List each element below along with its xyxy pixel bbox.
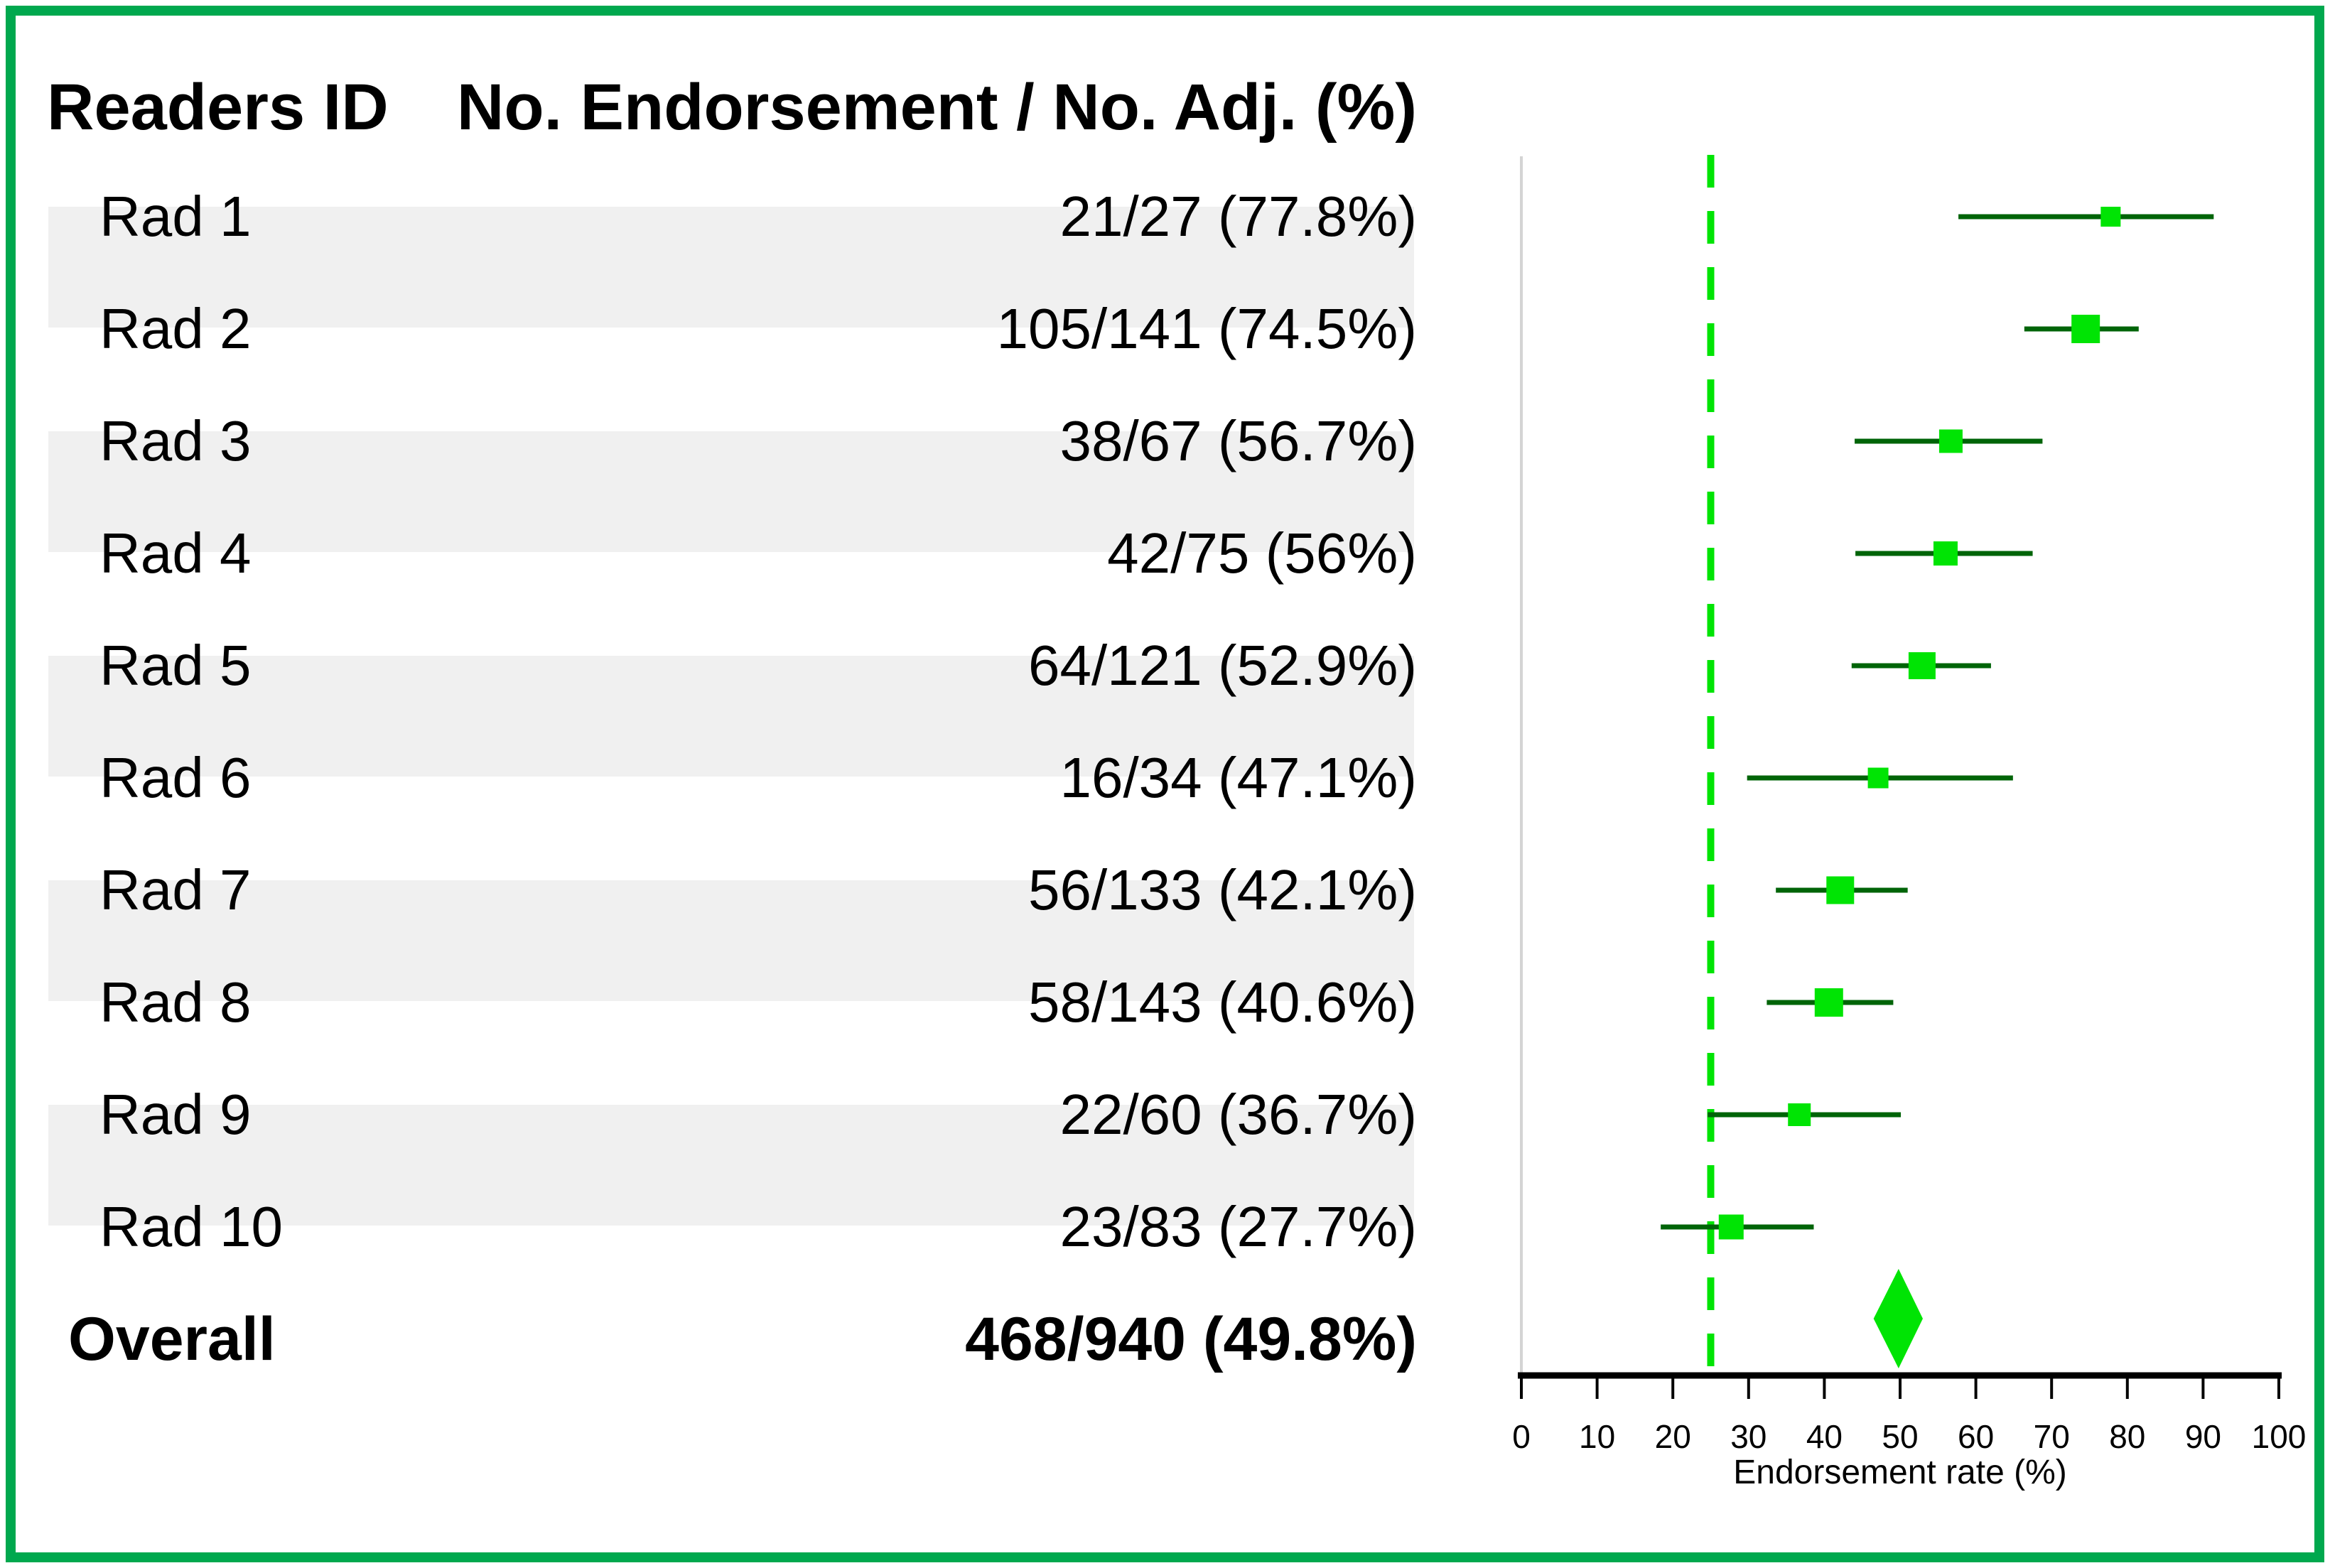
x-tick-label: 0	[1512, 1418, 1531, 1455]
reader-id-label: Rad 7	[99, 858, 252, 921]
point-estimate-marker	[2100, 207, 2121, 227]
x-tick-label: 10	[1579, 1418, 1615, 1455]
reader-id-label: Rad 9	[99, 1083, 252, 1146]
x-tick-label: 80	[2109, 1418, 2145, 1455]
row-stripe	[48, 880, 1414, 1001]
reader-id-label: Rad 8	[99, 970, 252, 1034]
endorsement-value: 105/141 (74.5%)	[996, 297, 1417, 360]
point-estimate-marker	[1826, 876, 1855, 904]
table-row: Rad 4 42/75 (56%)	[47, 514, 1417, 593]
table-row: Rad 7 56/133 (42.1%)	[47, 850, 1417, 930]
reader-id-label: Rad 1	[99, 185, 252, 248]
reader-id-label: Rad 3	[99, 409, 252, 472]
reader-id-label: Rad 6	[99, 746, 252, 809]
table-row: Rad 1 21/27 (77.8%)	[47, 177, 1417, 256]
table-row: Rad 9 22/60 (36.7%)	[47, 1075, 1417, 1155]
point-estimate-marker	[1908, 652, 1936, 679]
endorsement-value: 16/34 (47.1%)	[1059, 746, 1417, 809]
x-tick-label: 30	[1730, 1418, 1767, 1455]
endorsement-value: 56/133 (42.1%)	[1028, 858, 1417, 921]
x-tick-label: 100	[2252, 1418, 2307, 1455]
overall-value: 468/940 (49.8%)	[965, 1305, 1417, 1373]
point-estimate-marker	[1938, 429, 1963, 453]
reader-id-label: Rad 2	[99, 297, 252, 360]
endorsement-value: 23/83 (27.7%)	[1059, 1195, 1417, 1258]
reader-id-label: Rad 4	[99, 521, 252, 585]
x-tick-label: 70	[2034, 1418, 2070, 1455]
table-row: Rad 8 58/143 (40.6%)	[47, 963, 1417, 1042]
table-row: Rad 2 105/141 (74.5%)	[47, 289, 1417, 369]
x-tick-label: 50	[1882, 1418, 1918, 1455]
x-tick-label: 90	[2185, 1418, 2221, 1455]
header-readers-id: Readers ID	[47, 71, 389, 144]
reader-id-label: Rad 10	[99, 1195, 283, 1258]
table-row-overall: Overall 468/940 (49.8%)	[47, 1299, 1417, 1379]
x-axis-title: Endorsement rate (%)	[1733, 1454, 2067, 1491]
table-row: Rad 10 23/83 (27.7%)	[47, 1187, 1417, 1267]
table-header: Readers ID No. Endorsement / No. Adj. (%…	[47, 68, 1417, 146]
x-tick-label: 20	[1655, 1418, 1691, 1455]
row-stripe	[48, 431, 1414, 552]
endorsement-value: 58/143 (40.6%)	[1028, 970, 1417, 1034]
endorsement-value: 42/75 (56%)	[1107, 521, 1417, 585]
endorsement-value: 21/27 (77.8%)	[1059, 185, 1417, 248]
point-estimate-marker	[2071, 315, 2100, 343]
endorsement-value: 38/67 (56.7%)	[1059, 409, 1417, 472]
table-row: Rad 6 16/34 (47.1%)	[47, 738, 1417, 818]
row-stripe	[48, 1105, 1414, 1226]
x-tick-label: 60	[1958, 1418, 1994, 1455]
table-row: Rad 3 38/67 (56.7%)	[47, 401, 1417, 481]
overall-label: Overall	[68, 1305, 276, 1373]
endorsement-value: 64/121 (52.9%)	[1028, 634, 1417, 697]
table-row: Rad 5 64/121 (52.9%)	[47, 626, 1417, 705]
point-estimate-marker	[1718, 1214, 1744, 1240]
overall-diamond	[1873, 1269, 1923, 1368]
point-estimate-marker	[1788, 1103, 1811, 1126]
x-tick-label: 40	[1806, 1418, 1843, 1455]
header-endorsement: No. Endorsement / No. Adj. (%)	[456, 71, 1417, 144]
point-estimate-marker	[1867, 767, 1889, 789]
point-estimate-marker	[1933, 541, 1958, 566]
row-stripe	[48, 656, 1414, 777]
reader-id-label: Rad 5	[99, 634, 252, 697]
row-stripe	[48, 207, 1414, 328]
point-estimate-marker	[1814, 988, 1843, 1017]
endorsement-value: 22/60 (36.7%)	[1059, 1083, 1417, 1146]
